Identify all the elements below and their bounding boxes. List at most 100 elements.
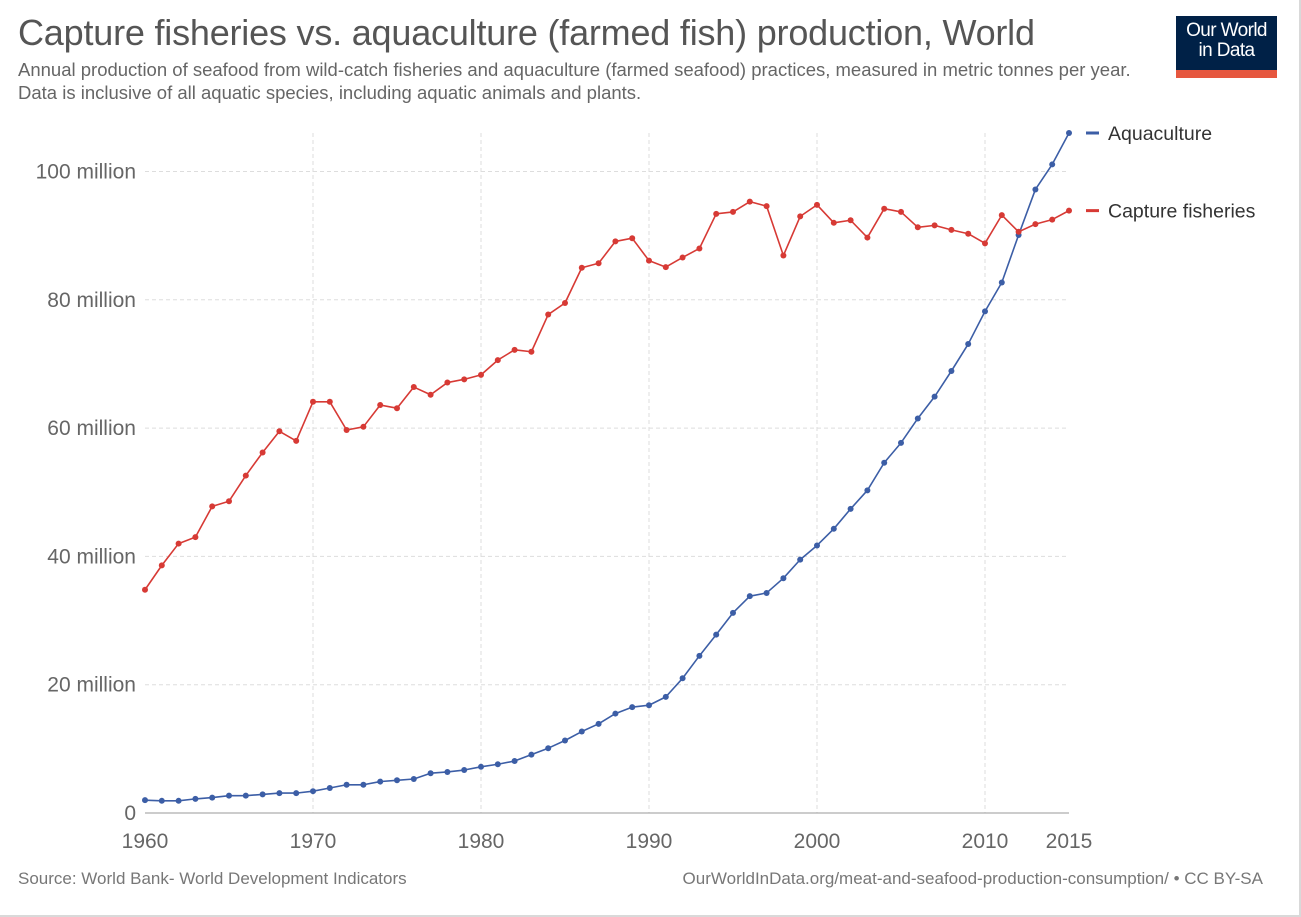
capture-fisheries-point — [982, 240, 988, 247]
aquaculture-point — [360, 781, 367, 788]
capture-fisheries-point — [545, 311, 552, 318]
aquaculture-point — [293, 790, 300, 797]
logo-line-1: Our World — [1186, 20, 1267, 41]
source-url[interactable]: OurWorldInData.org/meat-and-seafood-prod… — [682, 869, 1263, 888]
aquaculture-point — [713, 631, 720, 638]
capture-fisheries-point — [326, 398, 333, 405]
capture-fisheries-point — [175, 540, 182, 547]
y-tick-label: 60 million — [47, 417, 136, 440]
y-tick-label: 80 million — [47, 289, 136, 312]
aquaculture-point — [578, 728, 585, 735]
legend[interactable]: Aquaculture Capture fisheries — [1086, 123, 1256, 223]
aquaculture-point — [142, 797, 148, 804]
aquaculture-point — [276, 790, 283, 797]
capture-fisheries-point — [679, 254, 686, 261]
capture-fisheries-point — [881, 205, 888, 212]
capture-fisheries-point — [494, 357, 501, 364]
capture-fisheries-point — [1015, 228, 1022, 235]
capture-fisheries-point — [461, 376, 468, 383]
aquaculture-point — [545, 745, 552, 752]
capture-fisheries-legend-label[interactable]: Capture fisheries — [1108, 201, 1256, 223]
capture-fisheries-point — [158, 562, 165, 569]
capture-fisheries-point — [209, 503, 216, 510]
capture-fisheries-point — [1066, 207, 1072, 214]
capture-fisheries-point — [730, 208, 736, 215]
aquaculture-point — [679, 675, 686, 682]
aquaculture-point — [242, 792, 249, 799]
capture-fisheries-point — [914, 224, 921, 231]
owid-logo[interactable]: Our World in Data — [1176, 16, 1277, 78]
capture-fisheries-point — [948, 226, 955, 233]
page-title: Capture fisheries vs. aquaculture (farme… — [18, 12, 1035, 53]
aquaculture-point — [780, 575, 787, 582]
x-tick-label: 1990 — [626, 830, 673, 853]
capture-fisheries-point — [192, 534, 199, 541]
capture-fisheries-point — [830, 219, 837, 226]
capture-fisheries-point — [1032, 221, 1039, 228]
capture-fisheries-point — [595, 260, 602, 267]
capture-fisheries-point — [226, 498, 232, 505]
aquaculture-point — [948, 368, 955, 374]
logo-line-2: in Data — [1198, 40, 1255, 61]
capture-fisheries-point — [629, 235, 636, 242]
logo-accent-bar — [1176, 70, 1277, 78]
aquaculture-point — [461, 767, 468, 774]
capture-fisheries-point — [259, 449, 266, 456]
y-tick-label: 20 million — [47, 674, 136, 697]
capture-fisheries-point — [746, 198, 753, 205]
capture-fisheries-point — [377, 402, 384, 408]
capture-fisheries-point — [847, 217, 854, 224]
capture-fisheries-point — [898, 208, 904, 215]
x-tick-label: 2010 — [962, 830, 1009, 853]
capture-fisheries-point — [242, 472, 249, 479]
capture-fisheries-point — [662, 264, 669, 271]
aquaculture-point — [1066, 130, 1072, 136]
capture-fisheries-point — [578, 264, 585, 271]
aquaculture-point — [478, 763, 484, 770]
aquaculture-point — [158, 797, 165, 804]
aquaculture-point — [847, 505, 854, 512]
x-tick-label: 1970 — [290, 830, 337, 853]
capture-fisheries-point — [293, 437, 300, 444]
aquaculture-point — [662, 693, 669, 700]
capture-fisheries-point — [360, 423, 367, 430]
aquaculture-point — [696, 652, 703, 659]
aquaculture-point — [343, 781, 350, 788]
x-tick-label: 1980 — [458, 830, 505, 853]
capture-fisheries-point — [142, 586, 148, 593]
aquaculture-point — [410, 776, 417, 782]
aquaculture-point — [595, 720, 602, 727]
capture-fisheries-point — [444, 379, 451, 386]
aquaculture-point — [259, 791, 266, 798]
aquaculture-point — [209, 794, 216, 801]
aquaculture-point — [528, 751, 535, 758]
gridlines — [145, 133, 1069, 813]
aquaculture-point — [881, 459, 888, 466]
y-tick-label: 40 million — [47, 545, 136, 568]
aquaculture-point — [629, 704, 636, 711]
aquaculture-point — [814, 542, 820, 549]
aquaculture-point — [326, 784, 333, 791]
aquaculture-point — [310, 788, 316, 795]
aquaculture-point — [511, 758, 518, 765]
capture-fisheries-line — [144, 200, 1070, 591]
aquaculture-point — [746, 593, 753, 600]
aquaculture-line — [144, 132, 1070, 802]
aquaculture-point — [1032, 186, 1039, 193]
capture-fisheries-point — [276, 428, 283, 435]
x-tick-label: 2000 — [794, 830, 841, 853]
capture-fisheries-point — [965, 230, 972, 237]
source-note: Source: World Bank- World Development In… — [18, 869, 407, 888]
aquaculture-legend-label[interactable]: Aquaculture — [1108, 123, 1212, 145]
capture-fisheries-point — [713, 210, 720, 217]
aquaculture-point — [998, 279, 1005, 286]
y-tick-label: 0 — [124, 802, 136, 825]
x-tick-label: 2015 — [1046, 830, 1093, 853]
aquaculture-point — [494, 761, 501, 768]
aquaculture-point — [394, 777, 400, 784]
aquaculture-point — [898, 439, 904, 446]
capture-fisheries-point — [763, 203, 770, 210]
aquaculture-point — [427, 770, 434, 777]
